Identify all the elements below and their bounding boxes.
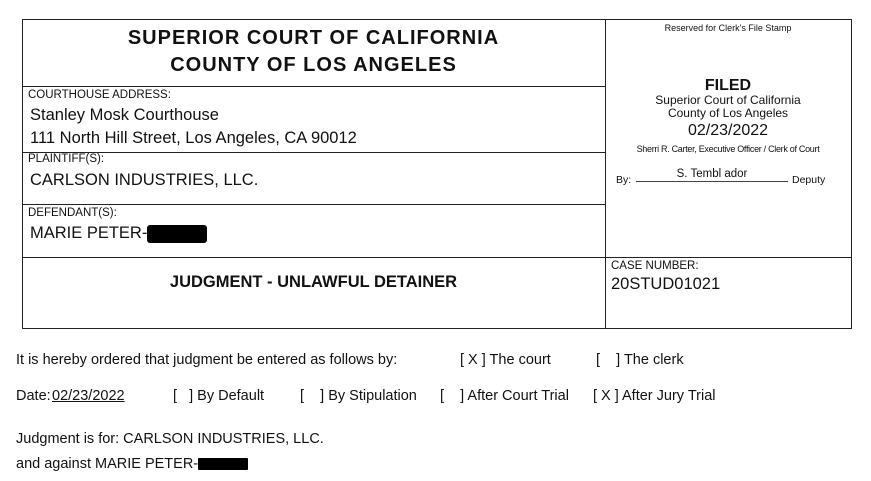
divider xyxy=(605,19,606,328)
stamp-officer: Sherri R. Carter, Executive Officer / Cl… xyxy=(636,144,820,154)
plaintiff-name: CARLSON INDUSTRIES, LLC. xyxy=(30,171,259,189)
defendant-name: MARIE PETER- xyxy=(30,224,208,243)
divider xyxy=(22,152,605,153)
caption-box xyxy=(22,19,852,329)
stamp-date: 02/23/2022 xyxy=(687,122,769,139)
case-number: 20STUD01021 xyxy=(611,275,721,293)
against-text: and against MARIE PETER- xyxy=(16,456,199,472)
court-option: [ X ] The court xyxy=(460,352,551,368)
by-stipulation-option: [ ] By Stipulation xyxy=(300,388,417,404)
clerk-option: [ ] The clerk xyxy=(596,352,684,368)
file-stamp: Reserved for Clerk's File Stamp FILED Su… xyxy=(606,23,850,156)
stamp-court: Superior Court of California xyxy=(655,93,801,107)
courthouse-address: 111 North Hill Street, Los Angeles, CA 9… xyxy=(30,129,357,147)
stamp-reserved: Reserved for Clerk's File Stamp xyxy=(664,23,792,33)
defendant-label: DEFENDANT(S): xyxy=(28,207,117,219)
judgment-against: and against MARIE PETER- xyxy=(16,456,249,472)
date-label: Date: xyxy=(16,388,51,404)
redaction xyxy=(147,224,208,243)
court-line-2: COUNTY OF LOS ANGELES xyxy=(170,54,457,76)
stamp-deputy: Deputy xyxy=(792,174,826,186)
order-text: It is hereby ordered that judgment be en… xyxy=(16,352,398,368)
divider xyxy=(22,86,605,87)
case-number-label: CASE NUMBER: xyxy=(611,260,699,272)
date-value: 02/23/2022 xyxy=(52,388,125,404)
by-default-option: [ ] By Default xyxy=(173,388,265,404)
defendant-text: MARIE PETER- xyxy=(30,224,148,242)
judgment-for: Judgment is for: CARLSON INDUSTRIES, LLC… xyxy=(16,431,324,447)
courthouse-label: COURTHOUSE ADDRESS: xyxy=(28,89,171,101)
courthouse-name: Stanley Mosk Courthouse xyxy=(30,106,219,124)
divider xyxy=(22,257,851,258)
after-jury-trial-option: [ X ] After Jury Trial xyxy=(593,388,716,404)
redaction xyxy=(198,458,249,471)
court-name: SUPERIOR COURT OF CALIFORNIA COUNTY OF L… xyxy=(22,25,605,79)
after-court-trial-option: [ ] After Court Trial xyxy=(440,388,569,404)
document-title: JUDGMENT - UNLAWFUL DETAINER xyxy=(169,273,458,291)
divider xyxy=(22,204,605,205)
court-line-1: SUPERIOR COURT OF CALIFORNIA xyxy=(127,27,500,49)
stamp-county: County of Los Angeles xyxy=(667,106,789,120)
stamp-by: By: xyxy=(616,174,632,186)
stamp-clerk: S. Tembl ador xyxy=(636,168,788,182)
stamp-filed: FILED xyxy=(704,77,752,94)
plaintiff-label: PLAINTIFF(S): xyxy=(28,153,105,165)
